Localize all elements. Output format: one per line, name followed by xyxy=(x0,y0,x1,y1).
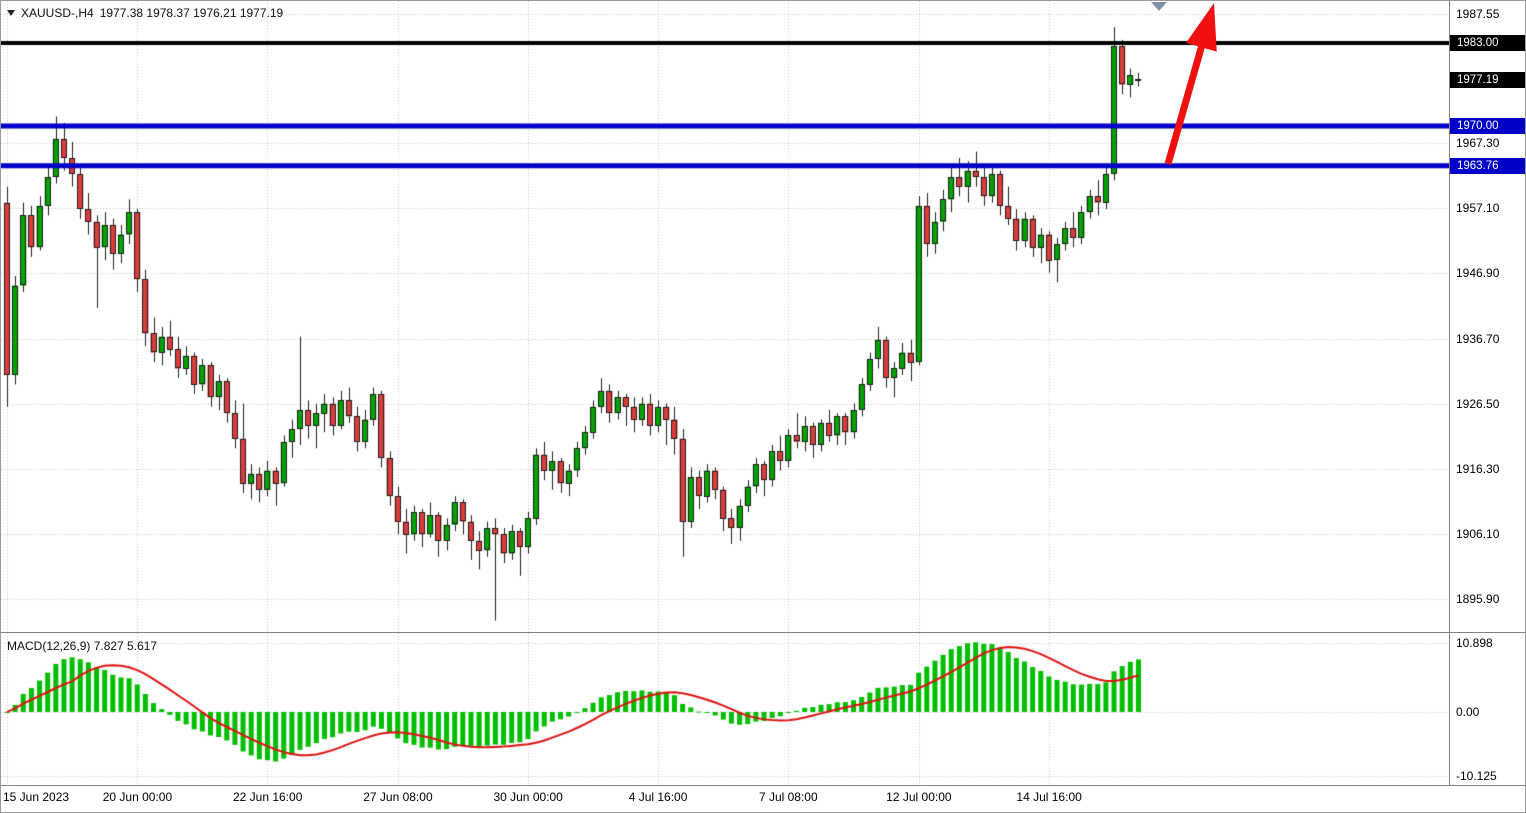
macd-tick-label: -10.125 xyxy=(1456,769,1497,783)
macd-tick-label: 0.00 xyxy=(1456,705,1480,719)
time-tick-label: 12 Jul 00:00 xyxy=(886,790,952,804)
macd-tick-label: 10.898 xyxy=(1456,636,1493,650)
price-line-badge: 1970.00 xyxy=(1450,118,1525,134)
macd-indicator-label: MACD(12,26,9) 7.827 5.617 xyxy=(7,639,158,653)
price-pane: XAUUSD-,H4 1977.38 1978.37 1976.21 1977.… xyxy=(1,1,1449,632)
current-price-badge: 1977.19 xyxy=(1450,72,1525,88)
price-scale-separator xyxy=(1449,1,1450,785)
price-tick-label: 1916.30 xyxy=(1456,462,1500,476)
time-axis[interactable]: 15 Jun 2023 20 Jun 00:00 22 Jun 16:00 27 Ju… xyxy=(1,786,1449,812)
price-tick-label: 1957.10 xyxy=(1456,201,1500,215)
arrow-head-icon xyxy=(1185,3,1217,52)
symbol-dropdown-icon xyxy=(7,10,15,16)
price-tick-label: 1967.30 xyxy=(1456,136,1500,150)
price-tick-label: 1926.50 xyxy=(1456,397,1500,411)
price-tick-label: 1946.90 xyxy=(1456,266,1500,280)
time-axis-separator xyxy=(1,785,1525,786)
chart-symbol-timeframe: XAUUSD-,H4 xyxy=(21,6,94,20)
chart-ohlc-values: 1977.38 1978.37 1976.21 1977.19 xyxy=(99,6,284,20)
price-tick-label: 1895.90 xyxy=(1456,592,1500,606)
time-tick-label: 7 Jul 08:00 xyxy=(758,790,818,804)
macd-canvas[interactable] xyxy=(1,633,1449,785)
time-tick-label: 27 Jun 08:00 xyxy=(363,790,433,804)
price-tick-label: 1936.70 xyxy=(1456,332,1500,346)
trend-arrow-annotation[interactable] xyxy=(1,1,1449,632)
chart-title: XAUUSD-,H4 1977.38 1978.37 1976.21 1977.… xyxy=(7,6,283,20)
time-tick-label: 30 Jun 00:00 xyxy=(493,790,563,804)
price-line-badge: 1983.00 xyxy=(1450,35,1525,51)
price-line-badge: 1963.76 xyxy=(1450,158,1525,174)
price-axis[interactable]: 1987.55 1967.30 1957.10 1946.90 1936.70 1926.… xyxy=(1450,1,1525,785)
time-tick-label: 14 Jul 16:00 xyxy=(1016,790,1082,804)
time-tick-label: 15 Jun 2023 xyxy=(3,790,70,804)
price-tick-label: 1906.10 xyxy=(1456,527,1500,541)
down-triangle-marker-icon xyxy=(1151,2,1167,11)
price-chart-canvas[interactable] xyxy=(1,1,1449,632)
arrow-shaft xyxy=(1164,40,1207,165)
macd-pane: MACD(12,26,9) 7.827 5.617 xyxy=(1,633,1449,785)
pane-separator[interactable] xyxy=(1,632,1525,633)
time-tick-label: 20 Jun 00:00 xyxy=(102,790,173,804)
time-tick-label: 4 Jul 16:00 xyxy=(628,790,688,804)
time-tick-label: 22 Jun 16:00 xyxy=(232,790,303,804)
price-tick-label: 1987.55 xyxy=(1456,7,1500,21)
